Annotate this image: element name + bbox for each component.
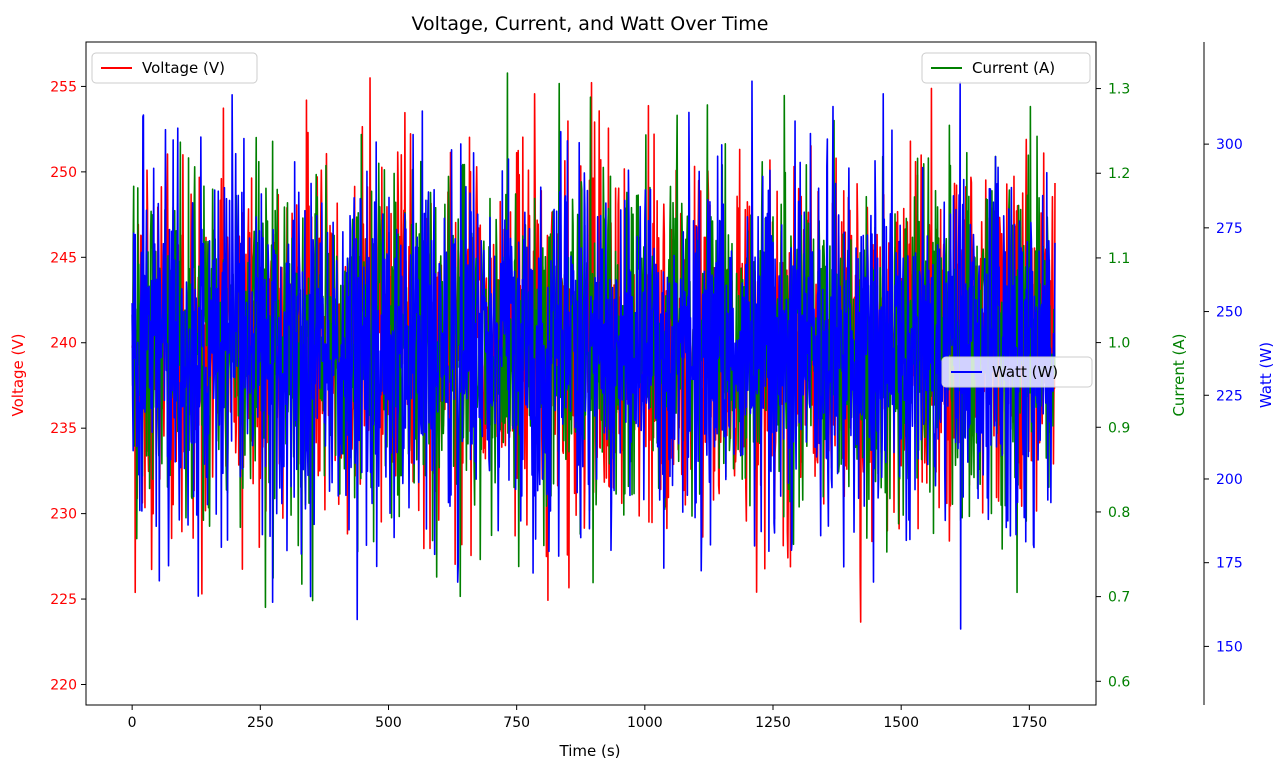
current-tick-label: 0.7 (1108, 590, 1130, 606)
watt-tick-label: 225 (1216, 388, 1243, 404)
voltage-tick-label: 250 (50, 165, 77, 181)
x-tick-label: 1500 (883, 715, 919, 731)
voltage-axis-label: Voltage (V) (9, 334, 27, 417)
current-tick-label: 0.9 (1108, 420, 1130, 436)
plot-frame (85, 41, 1097, 706)
current-axis-label: Current (A) (1170, 333, 1188, 416)
current-tick-label: 0.8 (1108, 505, 1130, 521)
watt-tick-label: 175 (1216, 556, 1243, 572)
voltage-tick-label: 235 (50, 421, 77, 437)
current-tick-label: 1.0 (1108, 336, 1130, 352)
series-line-2 (131, 80, 1056, 630)
axes: 0 250 500 750 1000 1250 1500 1750 220 225 230 235 24… (50, 41, 1243, 731)
voltage-tick-label: 230 (50, 507, 77, 523)
legend-current-box (921, 52, 1091, 84)
current-tick-label: 1.1 (1108, 251, 1130, 267)
x-tick-label: 1000 (627, 715, 663, 731)
watt-tick-label: 300 (1216, 137, 1243, 153)
legend-voltage: Voltage (V) (91, 52, 258, 84)
series-2 (131, 80, 1056, 630)
legend-voltage-label: Voltage (V) (142, 59, 225, 77)
x-tick-label: 750 (503, 715, 530, 731)
legend-watt: Watt (W) (941, 356, 1093, 388)
current-tick-label: 1.3 (1108, 82, 1130, 98)
current-tick-label: 0.6 (1108, 674, 1130, 690)
current-tick-label: 1.2 (1108, 166, 1130, 182)
x-axis-label: Time (s) (559, 742, 621, 760)
legends: Voltage (V) Current (A) Watt (W) (91, 52, 1093, 388)
x-tick-label: 1750 (1012, 715, 1048, 731)
legend-current-label: Current (A) (972, 59, 1055, 77)
x-tick-label: 1250 (755, 715, 791, 731)
voltage-tick-label: 225 (50, 592, 77, 608)
legend-current: Current (A) (921, 52, 1091, 84)
legend-voltage-box (91, 52, 258, 84)
x-tick-label: 500 (375, 715, 402, 731)
watt-tick-label: 150 (1216, 639, 1243, 655)
watt-tick-label: 250 (1216, 305, 1243, 321)
legend-watt-label: Watt (W) (992, 363, 1058, 381)
x-tick-label: 250 (247, 715, 274, 731)
watt-tick-label: 200 (1216, 472, 1243, 488)
watt-tick-label: 275 (1216, 221, 1243, 237)
voltage-tick-label: 255 (50, 79, 77, 95)
voltage-tick-label: 240 (50, 336, 77, 352)
voltage-tick-label: 220 (50, 677, 77, 693)
legend-watt-box (941, 356, 1093, 388)
watt-axis-label: Watt (W) (1257, 342, 1275, 408)
voltage-tick-label: 245 (50, 250, 77, 266)
chart-title: Voltage, Current, and Watt Over Time (412, 13, 769, 35)
x-tick-label: 0 (128, 715, 137, 731)
plot-area (131, 72, 1056, 630)
